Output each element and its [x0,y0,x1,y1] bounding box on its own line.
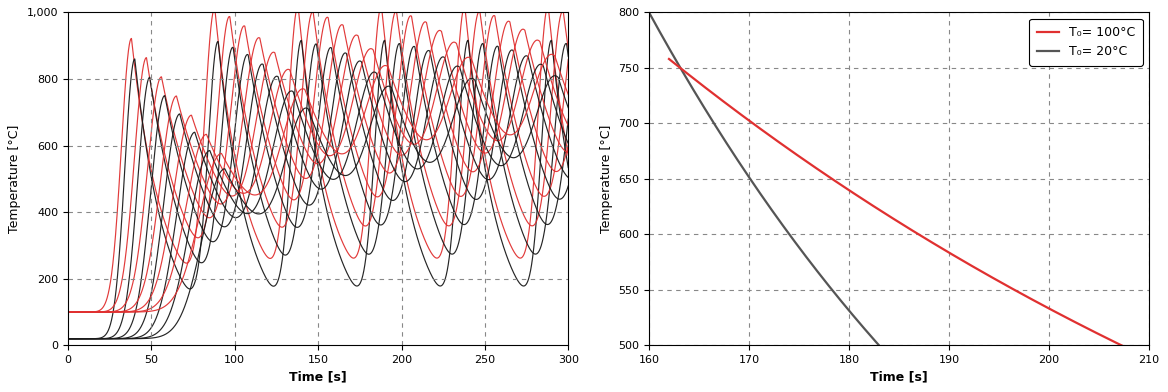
X-axis label: Time [s]: Time [s] [870,371,927,384]
Y-axis label: Temperature [°C]: Temperature [°C] [599,125,612,233]
Legend: T₀= 100°C, T₀= 20°C: T₀= 100°C, T₀= 20°C [1029,18,1142,66]
X-axis label: Time [s]: Time [s] [290,371,347,384]
Y-axis label: Temperature [°C]: Temperature [°C] [8,125,21,233]
